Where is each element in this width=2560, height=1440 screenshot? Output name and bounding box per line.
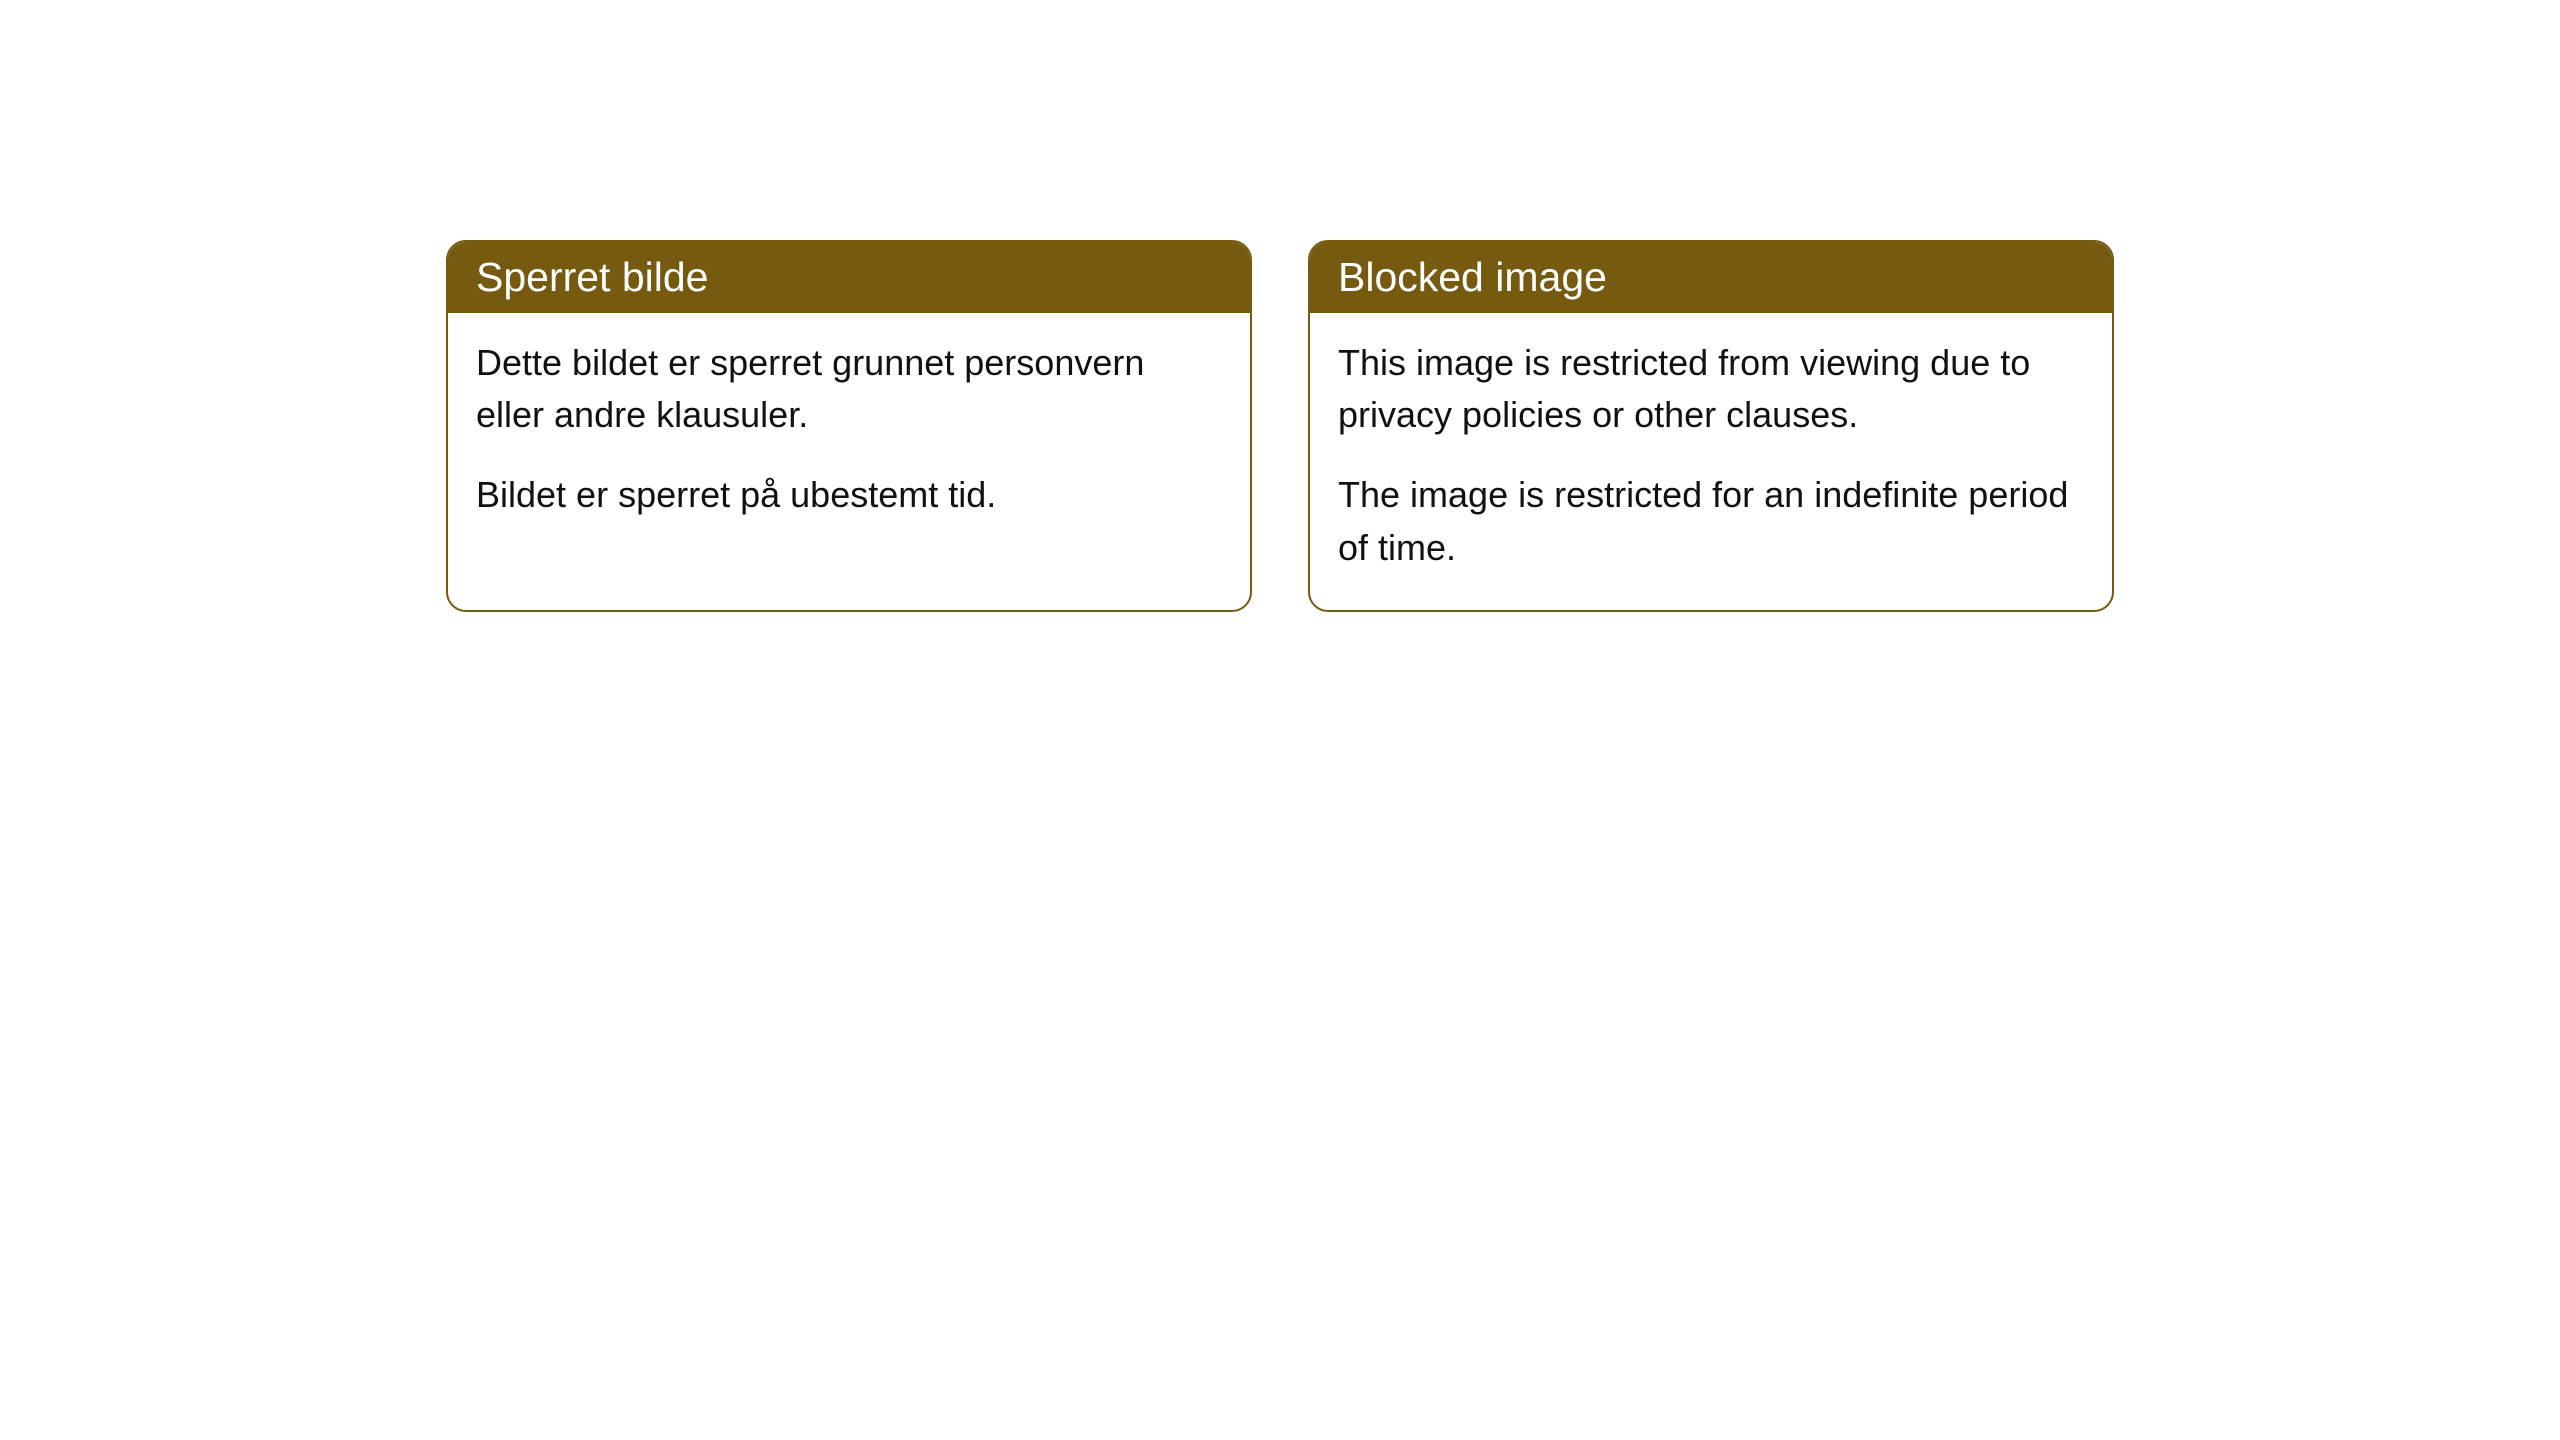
cards-container: Sperret bilde Dette bildet er sperret gr… — [0, 240, 2560, 612]
card-header-no: Sperret bilde — [448, 242, 1250, 313]
card-para2-no: Bildet er sperret på ubestemt tid. — [476, 469, 1222, 521]
blocked-image-card-en: Blocked image This image is restricted f… — [1308, 240, 2114, 612]
blocked-image-card-no: Sperret bilde Dette bildet er sperret gr… — [446, 240, 1252, 612]
card-para1-en: This image is restricted from viewing du… — [1338, 337, 2084, 441]
card-header-en: Blocked image — [1310, 242, 2112, 313]
card-body-en: This image is restricted from viewing du… — [1310, 313, 2112, 610]
card-para1-no: Dette bildet er sperret grunnet personve… — [476, 337, 1222, 441]
card-para2-en: The image is restricted for an indefinit… — [1338, 469, 2084, 573]
card-body-no: Dette bildet er sperret grunnet personve… — [448, 313, 1250, 558]
